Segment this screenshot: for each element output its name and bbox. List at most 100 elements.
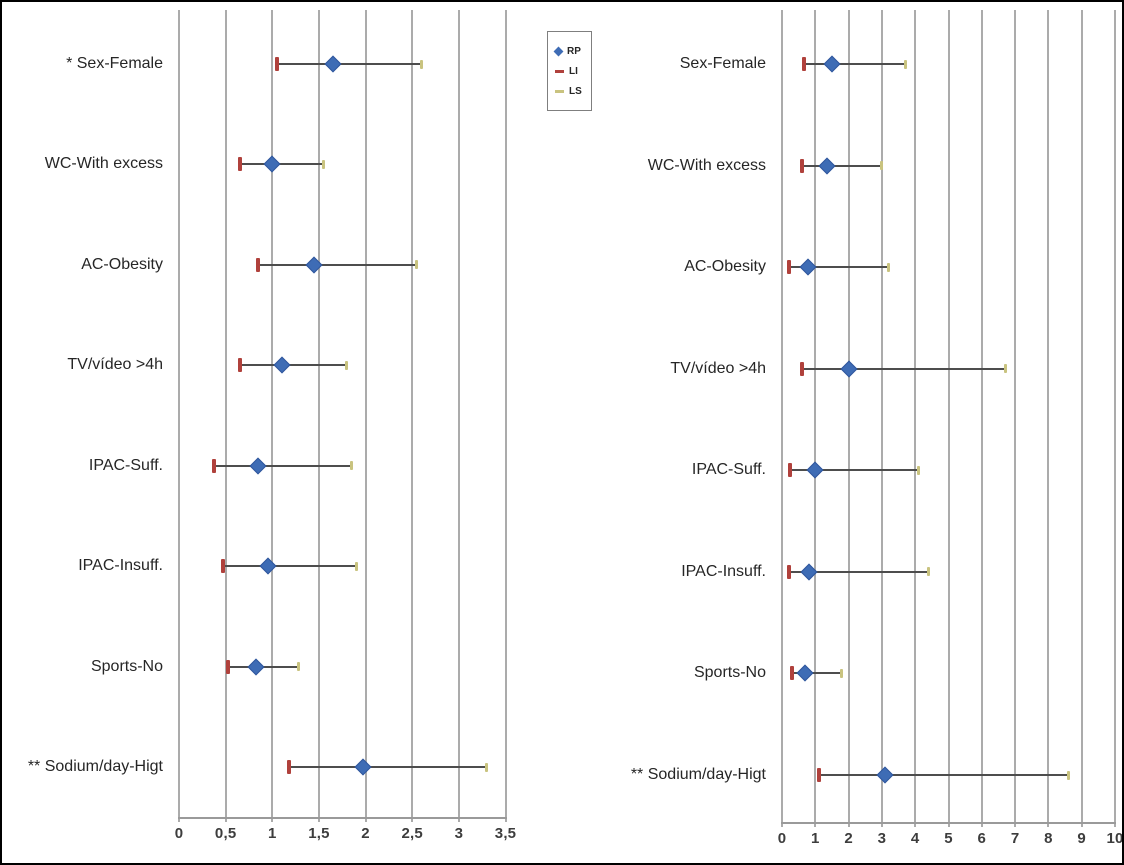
legend-item-rp: RP (553, 43, 587, 59)
x-tick-label: 1,5 (308, 825, 330, 842)
upper-limit-marker (1003, 364, 1007, 374)
x-axis-line (178, 817, 507, 819)
gridline (947, 10, 950, 827)
error-bar-whisker (222, 565, 357, 568)
gridline (364, 10, 367, 822)
x-tick-label: 9 (1077, 830, 1086, 847)
error-bar-whisker (801, 164, 882, 167)
category-label: ** Sodium/day-Higt (27, 758, 163, 775)
error-bar-whisker (801, 367, 1006, 370)
upper-limit-marker (903, 59, 907, 69)
error-bar-whisker (213, 464, 352, 467)
category-label: AC-Obesity (684, 258, 766, 276)
gridline (980, 10, 983, 827)
x-tick-label: 1 (268, 825, 277, 842)
category-label: TV/vídeo >4h (670, 359, 766, 377)
upper-limit-marker (354, 561, 358, 571)
x-tick-label: 2 (361, 825, 370, 842)
lower-limit-marker (786, 564, 791, 579)
error-bar-whisker (239, 364, 347, 367)
gridline (847, 10, 850, 827)
category-label: IPAC-Insuff. (681, 562, 766, 580)
x-tick-label: 7 (1010, 830, 1020, 847)
category-label: AC-Obesity (81, 255, 163, 273)
lower-limit-marker (237, 157, 242, 172)
point-estimate-diamond (823, 55, 841, 73)
lower-limit-marker (799, 361, 804, 376)
point-estimate-diamond (796, 664, 814, 682)
x-tick-label: 2,5 (401, 825, 423, 842)
x-tick-label: 0 (777, 830, 787, 847)
lower-limit-marker (788, 463, 793, 478)
upper-limit-marker (322, 159, 326, 169)
x-tick-label: 3,5 (494, 825, 517, 842)
gridline (1047, 10, 1050, 827)
gridline (224, 10, 227, 822)
category-label: * Sex-Female (66, 55, 163, 72)
error-bar-whisker (803, 63, 906, 65)
upper-limit-marker (485, 762, 489, 772)
x-tick-label: 5 (944, 830, 953, 847)
diamond-icon (553, 46, 564, 56)
category-label: ** Sodium/day-Higt (630, 766, 766, 783)
upper-limit-marker (1066, 770, 1070, 780)
gridline (781, 10, 783, 827)
upper-limit-marker (345, 360, 349, 370)
x-tick-label: 1 (811, 830, 820, 847)
upper-limit-marker (350, 461, 354, 471)
x-tick-label: 10 (1106, 830, 1124, 847)
point-estimate-diamond (806, 461, 824, 479)
gridline (504, 10, 507, 822)
upper-limit-marker (880, 161, 884, 171)
dash-icon (555, 69, 564, 73)
point-estimate-diamond (273, 356, 291, 374)
gridline (271, 10, 274, 822)
lower-limit-marker (816, 768, 821, 782)
gridline (178, 10, 180, 822)
error-bar-whisker (276, 63, 422, 65)
point-estimate-diamond (263, 155, 281, 173)
upper-limit-marker (887, 262, 891, 272)
x-tick-label: 8 (1044, 830, 1053, 847)
category-label: WC-With excess (44, 155, 163, 173)
lower-limit-marker (220, 559, 225, 574)
legend-label: RP (567, 45, 581, 57)
category-label: TV/vídeo >4h (67, 356, 163, 374)
lower-limit-marker (256, 257, 261, 272)
error-bar-whisker (258, 263, 417, 266)
legend-label: LS (569, 85, 582, 97)
upper-limit-marker (415, 260, 419, 270)
gridline (880, 10, 883, 827)
lower-limit-marker (237, 358, 242, 373)
chart-legend: RP LI LS (547, 31, 592, 111)
lower-limit-marker (287, 760, 292, 774)
gridline (457, 10, 460, 822)
category-label: Sports-No (90, 657, 163, 675)
legend-item-li: LI (555, 63, 587, 79)
error-bar-whisker (791, 672, 842, 675)
point-estimate-diamond (354, 758, 372, 776)
x-tick-label: 2 (844, 830, 853, 847)
upper-limit-marker (917, 465, 921, 475)
gridline (411, 10, 414, 822)
error-bar-whisker (788, 570, 929, 573)
dash-icon (555, 89, 564, 93)
gridline (1114, 10, 1116, 827)
error-bar-whisker (289, 766, 487, 768)
x-tick-label: 3 (877, 830, 887, 847)
lower-limit-marker (211, 458, 216, 473)
point-estimate-diamond (249, 457, 267, 475)
point-estimate-diamond (259, 557, 277, 575)
point-estimate-diamond (324, 55, 342, 73)
lower-limit-marker (799, 158, 804, 173)
point-estimate-diamond (305, 256, 323, 274)
category-label: WC-With excess (647, 156, 766, 174)
upper-limit-marker (420, 59, 424, 69)
lower-limit-marker (789, 666, 794, 681)
x-tick-label: 0,5 (214, 825, 237, 842)
point-estimate-diamond (876, 766, 894, 784)
gridline (1080, 10, 1083, 827)
category-label: Sports-No (693, 664, 766, 682)
legend-label: LI (569, 65, 578, 77)
upper-limit-marker (296, 662, 300, 672)
